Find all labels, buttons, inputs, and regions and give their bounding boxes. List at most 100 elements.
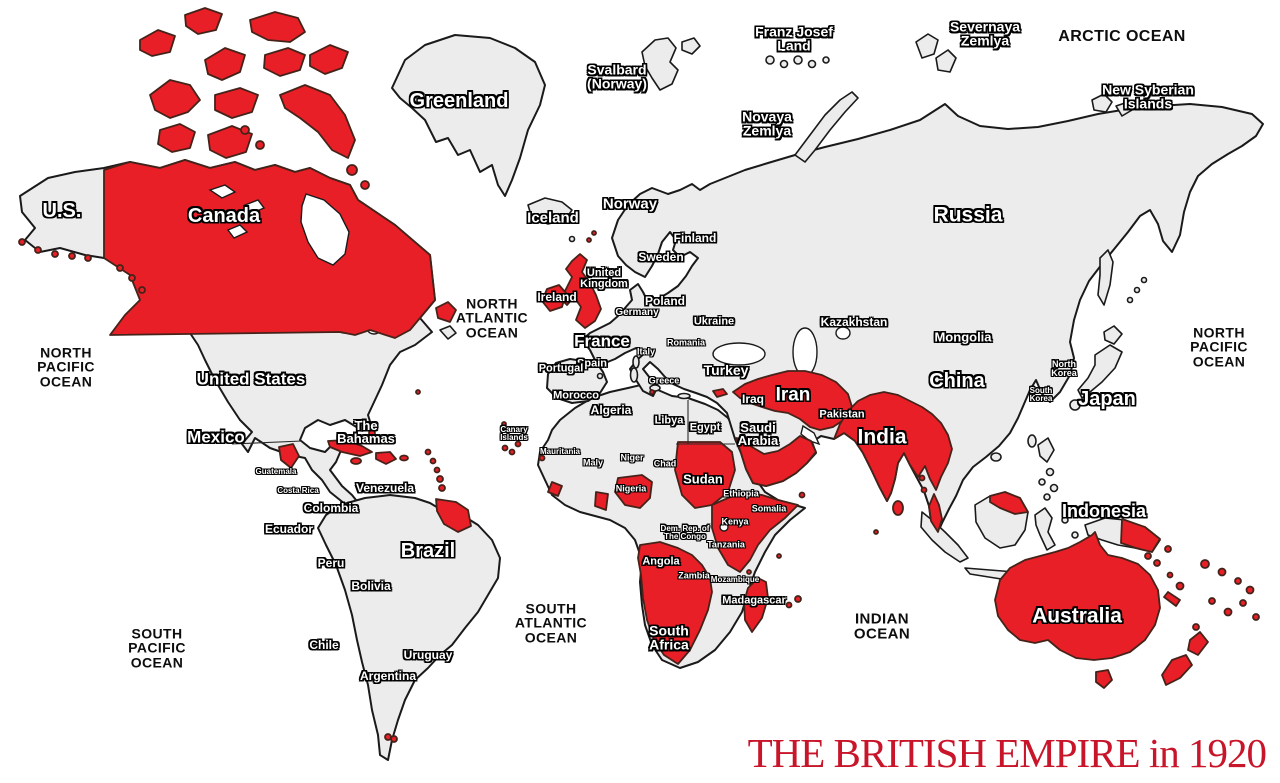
region-southern-africa bbox=[637, 541, 713, 665]
map-label: Egypt bbox=[689, 421, 721, 434]
map-label: Indonesia bbox=[1061, 500, 1147, 521]
map-label: NORTH PACIFIC OCEAN bbox=[1190, 324, 1248, 370]
map-label: Angola bbox=[642, 555, 680, 568]
region-ghana bbox=[594, 491, 609, 511]
hudson-bay bbox=[300, 193, 350, 266]
region-new-caledonia bbox=[1163, 591, 1181, 607]
region-socotra bbox=[798, 491, 806, 499]
region-ireland bbox=[541, 284, 567, 312]
region-madeira bbox=[501, 421, 507, 427]
region-vanuatu bbox=[1166, 571, 1174, 579]
map-label: New Syberian Islands bbox=[1102, 81, 1194, 112]
map-label: Germany bbox=[615, 306, 659, 318]
map-label: NORTH ATLANTIC OCEAN bbox=[455, 295, 529, 341]
region-philippines bbox=[1043, 493, 1051, 501]
region-philippines bbox=[1038, 478, 1046, 486]
map-label: France bbox=[574, 331, 630, 351]
region-belize bbox=[278, 443, 300, 469]
region-puerto-rico bbox=[399, 454, 409, 462]
map-label: United Kingdom bbox=[580, 266, 628, 290]
region-kuril bbox=[1133, 286, 1141, 294]
map-label: Sweden bbox=[638, 249, 684, 264]
region-papua bbox=[1120, 518, 1161, 553]
region-franz-josef bbox=[807, 59, 817, 69]
region-ceylon bbox=[892, 500, 904, 516]
region-jamaica bbox=[350, 457, 362, 465]
region-sulawesi bbox=[1034, 507, 1056, 551]
region-japan-honshu bbox=[1077, 344, 1123, 399]
map-label: Madagascar bbox=[722, 594, 786, 607]
region-severnaya-zemlya bbox=[935, 49, 957, 73]
region-pacific-islet bbox=[1192, 623, 1200, 631]
map-label: Iraq bbox=[741, 391, 765, 406]
region-antilles bbox=[429, 457, 437, 465]
region-antilles bbox=[436, 475, 444, 483]
map-label: Nigeria bbox=[615, 483, 647, 494]
region-fiji bbox=[1175, 581, 1185, 591]
region-sierra-leone bbox=[547, 481, 563, 497]
region-arctic-island bbox=[207, 125, 253, 159]
map-label: Franz Josef Land bbox=[755, 23, 833, 54]
region-hainan bbox=[990, 452, 1002, 462]
region-reunion bbox=[785, 601, 793, 609]
map-label: Kenya bbox=[721, 516, 749, 527]
region-sardinia bbox=[629, 367, 639, 383]
region-moluccas bbox=[1071, 531, 1079, 539]
region-pacific-islet bbox=[1252, 613, 1260, 621]
region-aleutian-islet bbox=[18, 238, 26, 246]
map-label: Zambia bbox=[678, 570, 710, 581]
region-north-borneo bbox=[989, 491, 1029, 515]
region-india bbox=[833, 391, 953, 502]
map-label: SOUTH PACIFIC OCEAN bbox=[128, 625, 186, 671]
region-antilles bbox=[424, 448, 432, 456]
map-label: Mongolia bbox=[934, 329, 992, 345]
map-label: Brazil bbox=[400, 539, 456, 562]
map-label: Chad bbox=[653, 458, 677, 469]
region-trinidad bbox=[438, 484, 446, 492]
region-newfoundland-grey bbox=[439, 325, 457, 340]
region-solomons bbox=[1144, 552, 1152, 560]
aral-sea bbox=[835, 326, 851, 340]
region-alaska-coast-islet bbox=[128, 274, 136, 282]
map-label: Pakistan bbox=[819, 408, 865, 421]
region-bahamas bbox=[368, 429, 376, 437]
region-pacific-islet bbox=[1208, 597, 1216, 605]
region-balearics bbox=[596, 372, 604, 380]
region-pacific-islet bbox=[1234, 577, 1242, 585]
map-label: Iceland bbox=[527, 209, 579, 227]
region-sakhalin bbox=[1097, 249, 1114, 306]
map-label: SOUTH ATLANTIC OCEAN bbox=[514, 600, 588, 646]
persian-gulf bbox=[800, 424, 821, 446]
region-franz-josef bbox=[765, 55, 775, 65]
border-us-mexico bbox=[231, 440, 303, 445]
region-franz-josef bbox=[793, 55, 803, 65]
region-arctic-island bbox=[214, 87, 259, 119]
map-label: Australia bbox=[1032, 604, 1122, 628]
map-label: Canada bbox=[187, 204, 261, 227]
region-arctic-island bbox=[204, 47, 246, 81]
region-arctic-island bbox=[157, 123, 196, 153]
region-canary-islet bbox=[501, 444, 509, 452]
map-label: ARCTIC OCEAN bbox=[1058, 27, 1186, 45]
region-faroe bbox=[568, 235, 576, 243]
map-label: Poland bbox=[644, 293, 686, 308]
region-east-africa bbox=[711, 491, 799, 573]
region-arctic-islet bbox=[255, 140, 265, 150]
region-alaska-coast-islet bbox=[116, 264, 124, 272]
region-arctic-island bbox=[263, 47, 306, 77]
region-crete bbox=[677, 392, 691, 400]
region-aleutian-islet bbox=[34, 246, 42, 254]
region-arabia-coast bbox=[735, 435, 817, 487]
region-bahamas bbox=[358, 424, 366, 432]
map-label: South Africa bbox=[649, 622, 689, 653]
region-falklands bbox=[390, 735, 398, 743]
region-andaman bbox=[920, 486, 928, 494]
map-label: Japan bbox=[1078, 387, 1136, 410]
map-label: Morocco bbox=[553, 389, 599, 402]
region-pacific-islet bbox=[1200, 559, 1210, 569]
region-svalbard bbox=[641, 37, 679, 91]
region-bermuda bbox=[415, 389, 421, 395]
map-label: Russia bbox=[933, 203, 1003, 227]
region-kuril bbox=[1126, 296, 1134, 304]
